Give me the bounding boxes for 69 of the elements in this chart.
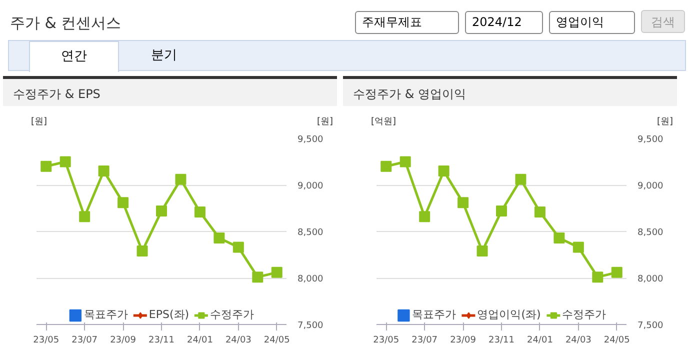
y2-axis-title: [원] [316, 116, 333, 129]
text: 주재무제표 [355, 11, 459, 34]
y2-tick-label: 9,000 [298, 182, 324, 192]
point [476, 246, 488, 257]
text: 분기 [150, 47, 178, 65]
legend-label: EPS(좌) [148, 307, 190, 322]
point [60, 156, 71, 168]
point [380, 160, 392, 172]
point [534, 206, 546, 218]
x-tick-label: 23/11 [488, 336, 514, 346]
legend-label: 목표주가 [412, 307, 456, 322]
y2-tick-label: 7,500 [298, 321, 324, 331]
point [400, 156, 411, 168]
point [118, 197, 129, 208]
point [156, 206, 167, 217]
text: 영업이익 [549, 11, 635, 34]
point [79, 211, 90, 222]
y2-tick-label: 9,500 [298, 135, 324, 145]
y2-tick-label: 8,500 [638, 228, 664, 238]
point [515, 174, 526, 185]
point [252, 272, 264, 283]
x-tick-label: 24/05 [264, 336, 290, 346]
x-tick-label: 23/05 [33, 336, 60, 346]
point [136, 246, 148, 257]
point [214, 232, 225, 244]
y2-tick-label: 8,500 [298, 228, 324, 238]
x-tick-label: 23/07 [412, 336, 438, 346]
x-tick-label: 23/05 [373, 336, 400, 346]
point [175, 174, 186, 185]
x-tick-label: 23/07 [72, 336, 98, 346]
point [458, 197, 469, 208]
x-tick-label: 24/03 [565, 336, 592, 346]
legend-label: 수정주가 [210, 307, 254, 322]
x-tick-label: 23/09 [450, 336, 476, 346]
text: 2024/12 [465, 11, 543, 34]
text: 검색 [641, 10, 685, 33]
x-tick-label: 23/11 [148, 336, 174, 346]
chart-title: 수정주가 & EPS [3, 76, 337, 106]
point [98, 166, 110, 177]
y2-axis-title: [원] [656, 116, 673, 129]
point [438, 166, 450, 177]
x-tick-label: 24/03 [225, 336, 252, 346]
legend-label: 목표주가 [84, 307, 128, 322]
x-tick-label: 23/09 [110, 336, 136, 346]
legend-label: 영업이익(좌) [477, 307, 541, 322]
point [611, 266, 622, 278]
point [419, 211, 430, 222]
y2-tick-label: 9,000 [638, 182, 664, 192]
y-axis-title: [원] [31, 116, 48, 129]
point [554, 232, 565, 244]
point [592, 272, 604, 283]
point [271, 266, 282, 278]
point [572, 242, 584, 253]
text: 연간 [29, 41, 119, 72]
point [40, 160, 52, 172]
x-tick-label: 24/01 [526, 336, 553, 346]
y2-tick-label: 8,000 [298, 274, 324, 284]
y-axis-title: [억원] [371, 116, 396, 129]
point [232, 242, 244, 253]
legend-label: 수정주가 [562, 307, 606, 322]
point [194, 206, 206, 218]
y2-tick-label: 7,500 [638, 321, 664, 331]
x-tick-label: 24/05 [604, 336, 630, 346]
y2-tick-label: 9,500 [638, 135, 664, 145]
text: 주가 & 컨센서스 [10, 13, 122, 34]
x-tick-label: 24/01 [186, 336, 213, 346]
chart-title: 수정주가 & 영업이익 [343, 76, 677, 106]
point [496, 206, 507, 217]
y2-tick-label: 8,000 [638, 274, 664, 284]
